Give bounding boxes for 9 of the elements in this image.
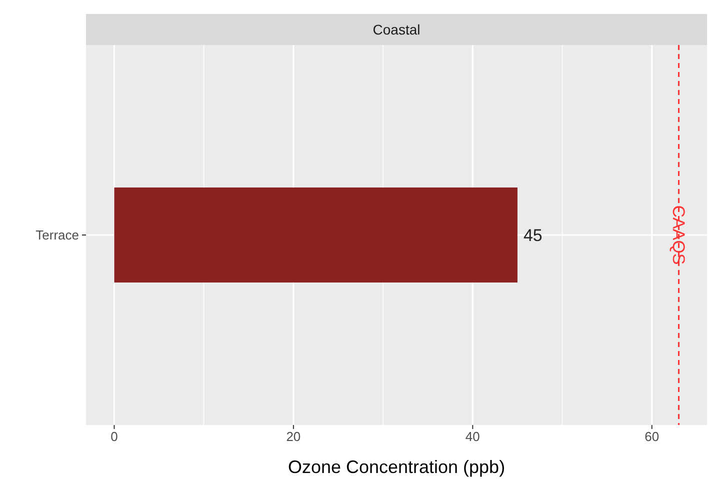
data-label: 45 bbox=[523, 226, 542, 245]
x-tick-label: 20 bbox=[286, 429, 301, 444]
ref-line-label: CAAQS bbox=[668, 205, 688, 265]
x-tick-label: 60 bbox=[644, 429, 660, 444]
y-tick-label: Terrace bbox=[36, 228, 79, 243]
x-tick-label: 0 bbox=[110, 429, 118, 444]
x-axis-title: Ozone Concentration (ppb) bbox=[288, 457, 506, 477]
chart-title: Coastal bbox=[372, 21, 420, 38]
x-tick-label: 40 bbox=[465, 429, 480, 444]
